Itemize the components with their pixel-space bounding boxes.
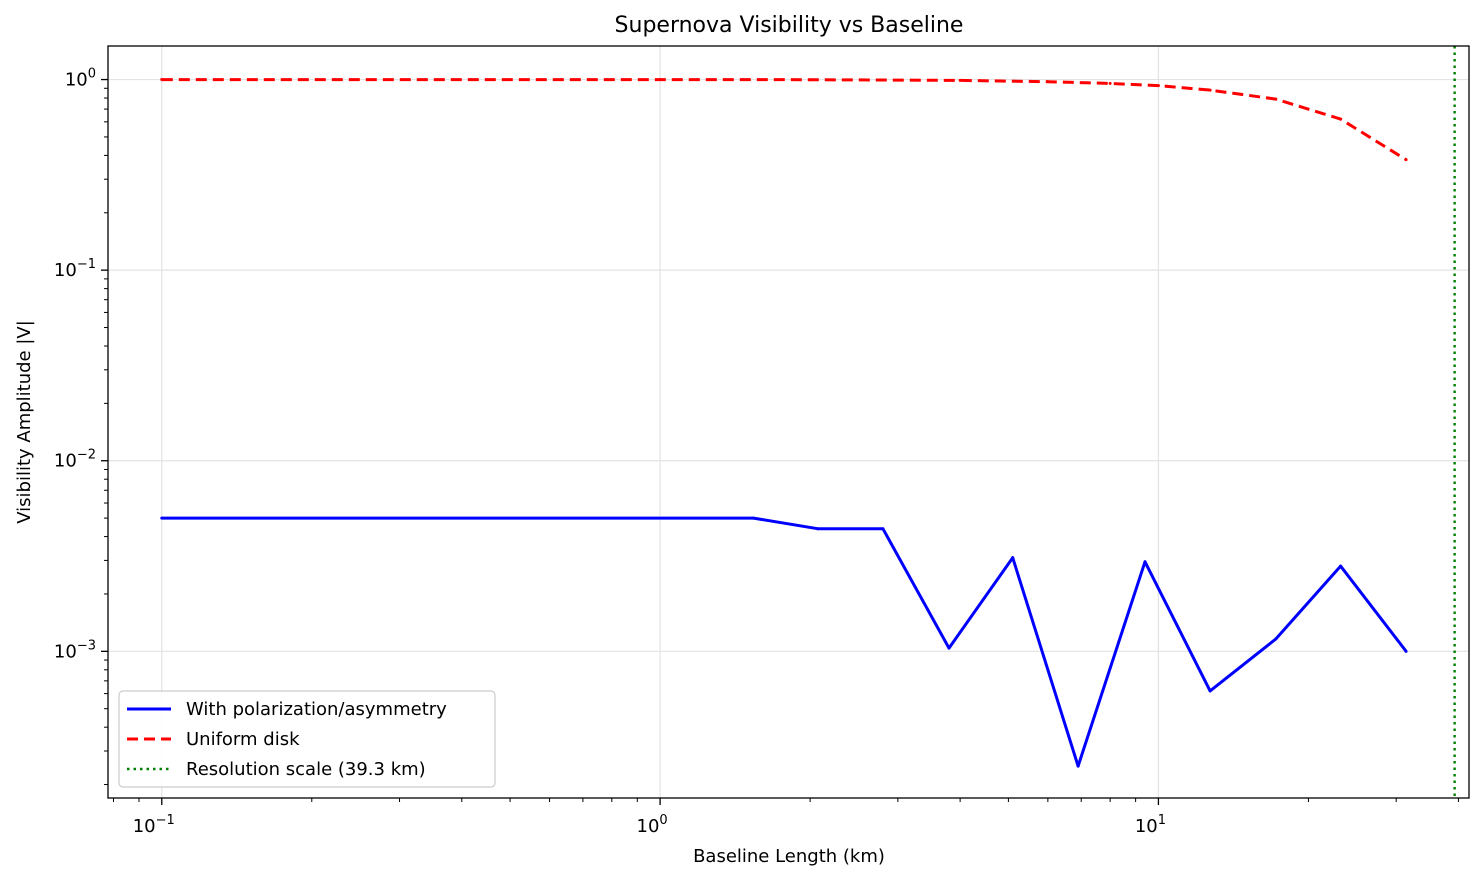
data-point (1046, 80, 1050, 84)
y-tick-label: 100 (65, 67, 96, 91)
legend-label-uniform-disk: Uniform disk (186, 729, 300, 750)
series-line-1 (161, 78, 1407, 161)
legend-box (118, 690, 496, 788)
y-axis-label: Visibility Amplitude |V| (14, 320, 35, 524)
data-point (1011, 556, 1015, 560)
data-point (947, 646, 951, 650)
y-tick-label: 10−3 (54, 638, 96, 662)
tick-labels: 10−1 100 101 100 10−1 10−2 10−3 (54, 67, 1166, 837)
data-point (160, 78, 164, 82)
data-point (752, 516, 756, 520)
legend: With polarization/asymmetry Uniform disk… (118, 690, 496, 788)
chart-title: Supernova Visibility vs Baseline (615, 13, 964, 38)
x-tick-label: 100 (637, 813, 668, 837)
data-point (1339, 564, 1343, 568)
x-tick-label: 10−1 (133, 813, 175, 837)
data-point (881, 527, 885, 531)
data-point (1274, 97, 1278, 101)
data-point (1208, 88, 1212, 92)
data-point (1076, 764, 1080, 768)
data-point (1339, 117, 1343, 121)
y-tick-label: 10−2 (54, 448, 96, 472)
data-point (1108, 81, 1112, 85)
data-point (1208, 689, 1212, 693)
data-point (1274, 637, 1278, 641)
axes-frame (107, 45, 1470, 799)
ticks (101, 78, 1459, 805)
data-point (658, 78, 662, 82)
legend-label-resolution-scale: Resolution scale (39.3 km) (186, 759, 426, 780)
data-point (1143, 560, 1147, 564)
data-point (1404, 649, 1408, 653)
data-point (160, 516, 164, 520)
legend-label-polarization: With polarization/asymmetry (186, 699, 447, 720)
data-point (816, 527, 820, 531)
data-point (808, 78, 812, 82)
data-point (1156, 84, 1160, 88)
data-point (958, 78, 962, 82)
y-tick-label: 10−1 (54, 257, 96, 281)
x-tick-label: 101 (1135, 813, 1166, 837)
series-line-0 (161, 516, 1408, 768)
plot-lines (160, 46, 1456, 798)
data-point (1404, 158, 1408, 162)
x-axis-label: Baseline Length (km) (693, 846, 885, 867)
